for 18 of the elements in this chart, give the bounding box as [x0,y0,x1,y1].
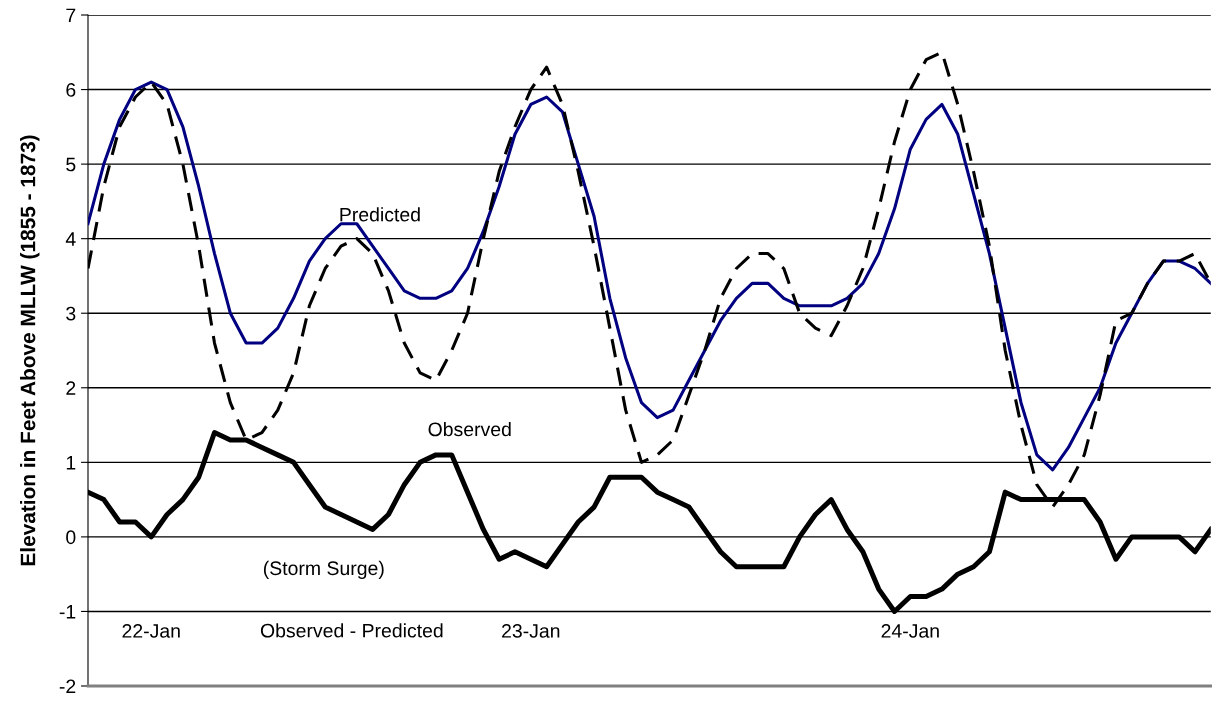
y-tick-label: 1 [66,456,76,470]
y-tick-label: -2 [59,679,76,694]
y-tick-label: 5 [66,157,76,172]
annotation: (Storm Surge) [263,560,384,579]
series-label: Predicted [340,207,420,222]
y-tick-label: 4 [65,232,76,246]
y-tick-label: -1 [59,605,76,619]
x-tick-label: 24-Jan [881,624,939,638]
y-axis-title: Elevation in Feet Above MLLW (1855 - 1873) [20,135,40,566]
annotation: Observed - Predicted [260,623,443,638]
annotation: Observed [428,421,511,437]
y-tick-label: 6 [66,83,76,97]
y-tick-label: 0 [66,530,76,545]
x-tick-label: 23-Jan [502,624,560,638]
y-tick-label: 3 [66,306,76,321]
x-tick-label: 22-Jan [122,624,180,638]
y-tick-label: 2 [66,381,76,395]
y-tick-label: 7 [66,8,76,23]
